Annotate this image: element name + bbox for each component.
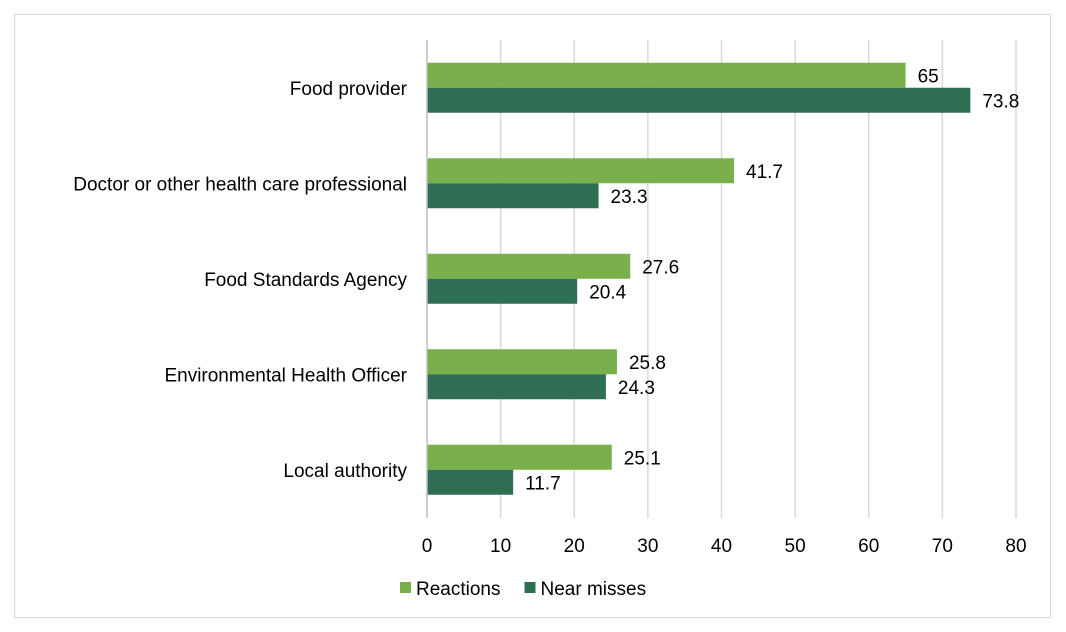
category-label: Local authority	[283, 461, 407, 482]
x-tick-label: 0	[422, 536, 433, 557]
x-tick-label: 10	[490, 536, 511, 557]
x-tick-label: 40	[711, 536, 732, 557]
data-label: 25.8	[629, 353, 666, 374]
legend-label: Near misses	[541, 579, 647, 600]
data-label: 24.3	[618, 378, 655, 399]
labels: 0 10 20 30 40 50 60 70 80 Food provider 65 73.8 Doct…	[73, 66, 1026, 557]
category-label: Food Standards Agency	[204, 270, 407, 291]
gridlines	[499, 40, 1017, 518]
x-tick-label: 50	[785, 536, 806, 557]
x-tick-label: 80	[1005, 536, 1026, 557]
data-label: 27.6	[642, 257, 679, 278]
category-label: Food provider	[290, 79, 408, 100]
bar-near-misses	[427, 278, 578, 304]
data-label: 11.7	[525, 473, 561, 494]
bar-reactions	[427, 253, 631, 279]
data-label: 23.3	[611, 187, 648, 208]
x-tick-label: 20	[564, 536, 585, 557]
bar-reactions	[427, 349, 617, 375]
category-label: Environmental Health Officer	[164, 365, 407, 386]
bar-near-misses	[427, 183, 599, 209]
x-tick-label: 30	[637, 536, 658, 557]
legend-swatch	[524, 582, 536, 593]
bars	[427, 62, 971, 495]
data-label: 25.1	[624, 448, 661, 469]
data-label: 20.4	[589, 282, 626, 303]
bar-reactions	[427, 444, 612, 470]
data-label: 73.8	[982, 91, 1019, 112]
chart-frame	[14, 14, 1051, 618]
bar-reactions	[427, 62, 906, 88]
bar-near-misses	[427, 374, 606, 400]
legend-swatch	[400, 582, 411, 593]
data-label: 41.7	[746, 162, 783, 183]
x-tick-label: 60	[858, 536, 879, 557]
legend: Reactions Near misses	[400, 579, 646, 600]
category-label: Doctor or other health care professional	[73, 174, 407, 195]
legend-label: Reactions	[416, 579, 501, 600]
x-tick-label: 70	[932, 536, 953, 557]
bar-reactions	[427, 158, 735, 184]
bar-near-misses	[427, 87, 971, 113]
data-label: 65	[918, 66, 939, 87]
bar-near-misses	[427, 469, 514, 495]
